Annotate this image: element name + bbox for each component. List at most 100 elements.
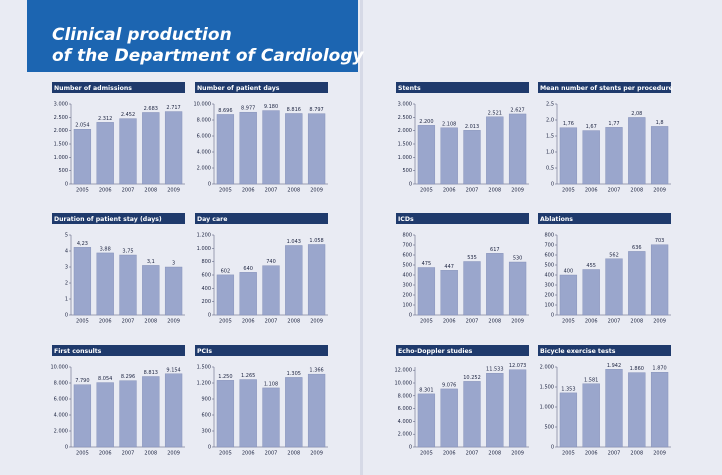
x-tick-label: 2005 xyxy=(219,188,232,194)
chart-title: PCIs xyxy=(197,348,212,355)
y-tick-label: 400 xyxy=(201,286,211,292)
chart-title: ICDs xyxy=(398,216,414,223)
chart-title: Mean number of stents per procedure xyxy=(540,85,673,92)
bar xyxy=(440,270,458,316)
y-tick-label: 700 xyxy=(402,243,412,249)
y-tick-label: 300 xyxy=(402,283,412,289)
bar xyxy=(285,113,303,185)
x-tick-label: 2008 xyxy=(630,319,643,325)
y-tick-label: 800 xyxy=(402,233,412,239)
data-label: 1.058 xyxy=(309,238,323,244)
y-tick-label: 10.000 xyxy=(395,381,413,387)
data-label: 2.312 xyxy=(98,116,112,122)
x-tick-label: 2008 xyxy=(630,188,643,194)
y-tick-label: 0 xyxy=(409,182,412,188)
y-tick-label: 700 xyxy=(544,243,554,249)
chart-title-bar xyxy=(52,345,185,356)
data-label: 11.533 xyxy=(486,367,504,373)
header-box xyxy=(27,0,358,72)
y-tick-label: 0 xyxy=(208,182,211,188)
y-tick-label: 0 xyxy=(551,445,554,451)
data-label: 8.816 xyxy=(287,107,301,113)
bar xyxy=(307,113,326,185)
chart-title: Number of admissions xyxy=(54,85,132,92)
x-tick-label: 2006 xyxy=(443,451,456,457)
x-tick-label: 2009 xyxy=(511,188,524,194)
x-tick-label: 2007 xyxy=(608,451,621,457)
bar xyxy=(239,111,257,185)
bar xyxy=(96,382,114,448)
bar xyxy=(582,269,600,316)
y-tick-label: 1.500 xyxy=(197,365,211,371)
y-tick-label: 0 xyxy=(208,313,211,319)
x-tick-label: 2005 xyxy=(420,319,433,325)
data-label: 636 xyxy=(632,245,642,251)
y-tick-label: 0 xyxy=(208,445,211,451)
bar xyxy=(508,113,527,185)
y-tick-label: 1,5 xyxy=(546,134,554,140)
data-label: 703 xyxy=(655,238,665,244)
y-tick-label: 1.200 xyxy=(197,233,211,239)
data-label: 1.860 xyxy=(630,366,644,372)
y-tick-label: 100 xyxy=(544,303,554,309)
x-tick-label: 2008 xyxy=(144,188,157,194)
x-tick-label: 2005 xyxy=(76,188,89,194)
y-tick-label: 2.000 xyxy=(540,365,554,371)
y-tick-label: 600 xyxy=(201,273,211,279)
x-tick-label: 2006 xyxy=(443,319,456,325)
y-tick-label: 1.500 xyxy=(54,142,68,148)
bar xyxy=(164,111,183,185)
y-tick-label: 2.000 xyxy=(398,128,412,134)
data-label: 9.154 xyxy=(166,367,180,373)
data-label: 1.942 xyxy=(607,363,621,369)
y-tick-label: 3 xyxy=(65,265,68,271)
bar xyxy=(463,130,481,185)
y-tick-label: 800 xyxy=(544,233,554,239)
bar xyxy=(307,373,326,448)
x-tick-label: 2005 xyxy=(562,451,575,457)
chart-title-bar xyxy=(396,213,529,224)
x-tick-label: 2009 xyxy=(167,319,180,325)
y-tick-label: 12.000 xyxy=(395,368,413,374)
data-label: 2,08 xyxy=(631,111,642,117)
data-label: 3,1 xyxy=(147,259,155,265)
y-tick-label: 300 xyxy=(544,283,554,289)
data-label: 1.108 xyxy=(264,381,278,387)
data-label: 1,77 xyxy=(608,121,619,127)
data-label: 9.076 xyxy=(442,382,456,388)
y-tick-label: 500 xyxy=(402,263,412,269)
bar xyxy=(440,127,458,185)
bar xyxy=(216,114,235,185)
bar xyxy=(73,247,92,316)
data-label: 740 xyxy=(266,259,276,265)
bar xyxy=(486,372,504,448)
data-label: 1,76 xyxy=(563,121,574,127)
x-tick-label: 2006 xyxy=(585,319,598,325)
x-tick-label: 2009 xyxy=(653,188,666,194)
bar xyxy=(142,112,160,185)
chart-title-bar xyxy=(396,345,529,356)
bar xyxy=(508,369,527,448)
y-tick-label: 100 xyxy=(402,303,412,309)
y-tick-label: 0 xyxy=(65,445,68,451)
x-tick-label: 2006 xyxy=(585,188,598,194)
bar xyxy=(605,127,623,185)
bar xyxy=(582,130,600,185)
x-tick-label: 2005 xyxy=(76,451,89,457)
data-label: 12.073 xyxy=(509,363,527,369)
bar xyxy=(307,244,326,316)
bar xyxy=(486,116,504,185)
chart-title: Day care xyxy=(197,216,227,223)
chart-title-bar xyxy=(195,213,328,224)
y-tick-label: 4 xyxy=(65,249,68,255)
y-tick-label: 600 xyxy=(201,413,211,419)
data-label: 1.250 xyxy=(218,374,232,380)
y-tick-label: 2 xyxy=(65,281,68,287)
data-label: 7.790 xyxy=(75,378,89,384)
y-tick-label: 900 xyxy=(201,397,211,403)
y-tick-label: 2.500 xyxy=(54,115,68,121)
y-tick-label: 1.000 xyxy=(398,155,412,161)
bar xyxy=(216,274,235,316)
x-tick-label: 2009 xyxy=(310,188,323,194)
x-tick-label: 2007 xyxy=(122,188,135,194)
